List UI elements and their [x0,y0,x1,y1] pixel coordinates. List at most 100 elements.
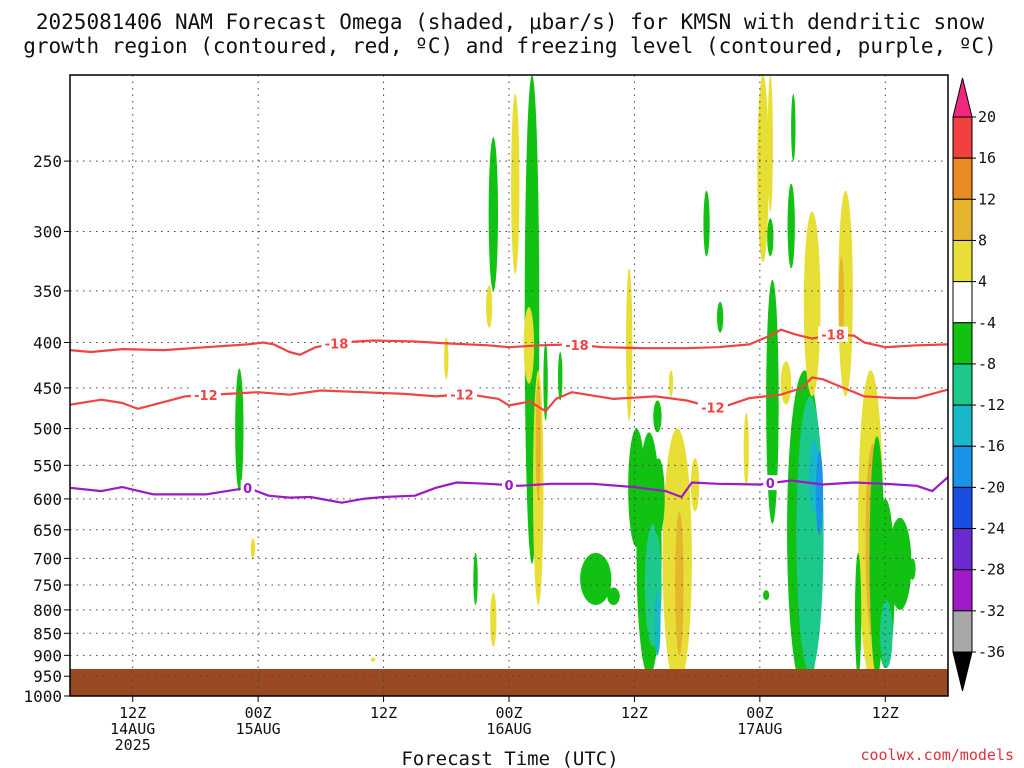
omega-shaded-region [880,600,893,668]
time-tick-label: 12Z [621,704,648,722]
omega-shaded-region [717,301,724,333]
colorbar-segment [952,198,973,241]
omega-shaded-region [703,190,710,257]
omega-shaded-region [838,190,853,397]
time-tick-label: 12Z [872,704,899,722]
contour-label-background [190,387,221,403]
x-axis-label: Forecast Time (UTC) [401,748,618,768]
contour-label: -12 [194,389,218,404]
contour-label: -12 [450,388,474,403]
time-tick-label: 00Z [245,704,272,722]
pressure-tick-label: 750 [33,576,62,595]
omega-shaded-region [787,183,795,269]
chart-title: 2025081406 NAM Forecast Omega (shaded, μ… [23,10,997,58]
contour-label-background [446,386,477,402]
omega-shaded-region [791,93,796,162]
colorbar-segment [952,363,973,406]
pressure-tick-label: 950 [33,667,62,686]
omega-colorbar: 20 16 12 8 4 -4 -8 -12 -16 -20 -24 -28 -32 -36 [952,77,1005,692]
time-tick-label: 14AUG [110,720,155,738]
omega-shaded-region [654,590,661,656]
time-tick-label: 2025 [115,736,151,754]
pressure-tick-label: 450 [33,379,62,398]
omega-shaded-region [767,74,773,212]
chart-title-line-1: 2025081406 NAM Forecast Omega (shaded, μ… [36,10,985,34]
omega-shaded-region [743,412,749,486]
chart-title-line-2: growth region (contoured, red, ºC) and f… [23,34,997,58]
omega-shaded-region [888,517,912,610]
colorbar-segment [952,239,973,283]
colorbar-segment [952,116,973,159]
pressure-tick-label: 550 [33,456,62,475]
colorbar-tick-label: 12 [978,190,996,208]
colorbar-tick-label: -20 [978,478,1005,496]
colorbar-segment [952,569,973,612]
colorbar-tick-label: -24 [978,520,1005,538]
pressure-tick-label: 250 [33,152,62,171]
pressure-tick-label: 650 [33,521,62,540]
temperature-contours: -18 -18 -18 -12 -12 -12 0 0 0 [69,326,949,504]
colorbar-bottom-arrow [952,651,973,692]
colorbar-tick-label: 8 [978,231,987,249]
contour-label: -12 [701,401,725,416]
pressure-tick-label: 300 [33,222,62,241]
colorbar-segment [952,528,973,571]
omega-shaded-region [838,256,844,343]
colorbar-segment [952,610,973,653]
contour-label-background [818,326,849,342]
pressure-axis: 250 300 350 400 450 500 550 600 650 700 750 800 850 9… [23,152,70,706]
colorbar-tick-label: -4 [978,314,996,332]
pressure-tick-label: 800 [33,601,62,620]
time-tick-label: 00Z [746,704,773,722]
colorbar-tick-label: 16 [978,149,996,167]
colorbar-top-arrow [952,77,973,118]
contour-label: 0 [504,479,513,494]
colorbar-segment [952,281,973,324]
omega-shaded-region [250,538,256,559]
colorbar-tick-label: -32 [978,602,1005,620]
omega-shaded-region [909,558,916,580]
omega-shaded-region [626,268,633,421]
pressure-tick-label: 900 [33,646,62,665]
omega-shaded-region [762,590,770,601]
colorbar-segment [952,157,973,200]
pressure-tick-label: 500 [33,420,62,439]
time-tick-label: 15AUG [236,720,281,738]
contour-label: -18 [821,329,845,344]
colorbar-tick-label: 20 [978,108,996,126]
omega-shaded-region [815,451,824,536]
colorbar-tick-label: 4 [978,273,987,291]
omega-shaded-region [766,279,779,524]
pressure-tick-label: 1000 [23,687,62,706]
colorbar-segment [952,404,973,447]
omega-shaded-region [370,657,376,662]
colorbar-segment [952,445,973,488]
contour-label-background [561,336,592,352]
contour-label-background [763,475,778,491]
time-tick-label: 00Z [495,704,522,722]
time-tick-label: 16AUG [486,720,531,738]
contour-label-background [321,335,352,351]
omega-shaded-region [580,552,612,606]
contour-label-background [697,399,728,415]
omega-shaded-region [607,587,620,606]
pressure-tick-label: 350 [33,282,62,301]
contour-line-0 [69,476,949,504]
pressure-tick-label: 700 [33,549,62,568]
omega-shaded-region [444,337,449,380]
colorbar-tick-label: -16 [978,437,1005,455]
pressure-tick-label: 400 [33,333,62,352]
omega-shading [235,74,916,693]
omega-shaded-region [235,368,244,492]
time-tick-label: 17AUG [737,720,782,738]
omega-shaded-region [767,218,774,257]
omega-shaded-region [668,370,674,397]
omega-shaded-region [854,552,862,677]
pressure-tick-label: 850 [33,624,62,643]
omega-shaded-region [558,351,563,401]
time-tick-label: 12Z [370,704,397,722]
colorbar-tick-label: -28 [978,561,1005,579]
contour-label-background [240,479,255,495]
